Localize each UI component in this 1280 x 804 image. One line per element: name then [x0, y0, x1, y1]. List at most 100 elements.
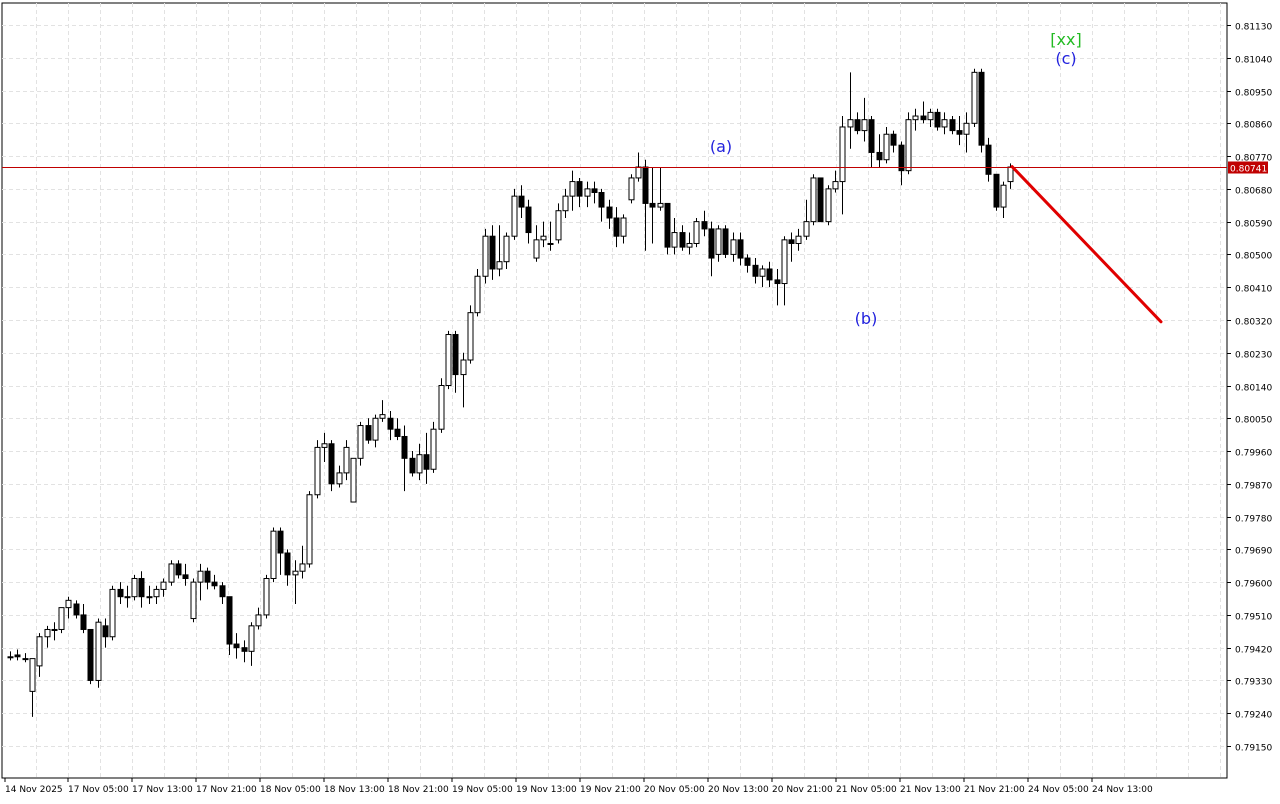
wave-label: (a)	[710, 137, 732, 156]
candle	[160, 578, 167, 597]
candle-body	[679, 232, 686, 248]
candle	[671, 217, 678, 255]
candle	[204, 567, 211, 590]
candle	[51, 622, 58, 641]
candle-body	[810, 177, 817, 223]
price-tick-label: 0.81130	[1235, 23, 1272, 33]
time-tick-label: 24 Nov 13:00	[1092, 785, 1153, 795]
overlays: 0.80741 (a) (b) (c)[xx]	[2, 30, 1268, 328]
candle-body	[540, 235, 547, 241]
candle-body	[963, 122, 970, 135]
candle-body	[270, 530, 277, 579]
candle	[963, 112, 970, 153]
price-tick-label: 0.79240	[1235, 711, 1272, 721]
candle	[372, 414, 379, 448]
candle	[22, 653, 29, 663]
price-tick-label: 0.81040	[1235, 56, 1272, 66]
candle-body	[832, 181, 839, 190]
current-price-tag	[1228, 161, 1268, 174]
candle	[715, 225, 722, 262]
candle-body	[912, 115, 919, 121]
candle	[226, 596, 233, 655]
candle-body	[146, 596, 153, 599]
candle-body	[584, 188, 591, 197]
price-tick-label: 0.80950	[1235, 89, 1272, 99]
candle-body	[825, 188, 832, 223]
candle	[781, 236, 788, 306]
candle	[847, 72, 854, 149]
candle-body	[263, 577, 270, 616]
candle-body	[314, 446, 321, 496]
candle	[686, 232, 693, 255]
candle-body	[664, 202, 671, 248]
candle	[598, 188, 605, 222]
candle	[263, 574, 270, 619]
candle-body	[401, 435, 408, 459]
candle-body	[730, 239, 737, 255]
time-tick-label: 18 Nov 21:00	[388, 785, 449, 795]
candle-body	[336, 472, 343, 485]
candle	[29, 658, 36, 717]
candle	[774, 268, 781, 306]
price-tick-label: 0.79780	[1235, 515, 1272, 525]
candle	[445, 330, 452, 390]
candle-body	[701, 221, 708, 230]
candle	[868, 116, 875, 168]
candle	[985, 137, 992, 182]
candle	[138, 571, 145, 608]
candle-body	[606, 206, 613, 219]
candle-body	[44, 628, 51, 638]
candle	[649, 167, 656, 244]
price-tick-label: 0.80680	[1235, 187, 1272, 197]
time-tick-label: 17 Nov 13:00	[132, 785, 193, 795]
candle-body	[430, 428, 437, 470]
grid	[1, 2, 1228, 779]
candle-body	[890, 133, 897, 146]
candle	[277, 527, 284, 575]
candle	[197, 563, 204, 601]
candle-body	[722, 228, 729, 255]
candle	[788, 232, 795, 262]
price-tick-label: 0.79690	[1235, 547, 1272, 557]
candle-body	[613, 217, 620, 237]
candle-body	[854, 119, 861, 132]
candle	[365, 418, 372, 444]
candle-body	[598, 192, 605, 208]
time-tick-label: 14 Nov 2025	[5, 785, 63, 795]
candle-body	[591, 188, 598, 194]
candle	[452, 330, 459, 393]
candle-body	[934, 111, 941, 128]
candle-body	[204, 570, 211, 583]
candle	[58, 607, 65, 634]
candle-body	[394, 428, 401, 437]
price-tick-label: 0.79510	[1235, 613, 1272, 623]
candle	[832, 170, 839, 193]
candle	[941, 112, 948, 135]
candle-body	[920, 115, 927, 121]
candle	[416, 443, 423, 481]
candle-body	[474, 275, 481, 314]
candle-body	[708, 228, 715, 259]
candle-body	[467, 312, 474, 361]
candle	[503, 232, 510, 269]
candle	[1000, 181, 1007, 218]
time-tick-label: 18 Nov 13:00	[324, 785, 385, 795]
candle-body	[292, 570, 299, 576]
wave-label: (c)	[1055, 49, 1076, 68]
candle-body	[949, 119, 956, 132]
candle	[949, 116, 956, 135]
candle-body	[781, 239, 788, 285]
candle-body	[839, 126, 846, 183]
price-tick-label: 0.80050	[1235, 416, 1272, 426]
candle-body	[788, 239, 795, 244]
candle	[350, 457, 357, 503]
candle-body	[657, 202, 664, 208]
candle	[511, 188, 518, 240]
candle	[387, 410, 394, 441]
candle-body	[847, 119, 854, 128]
candle	[131, 574, 138, 601]
candle-body	[576, 181, 583, 197]
candle	[211, 574, 218, 590]
candle	[693, 217, 700, 248]
candle-body	[562, 195, 569, 212]
